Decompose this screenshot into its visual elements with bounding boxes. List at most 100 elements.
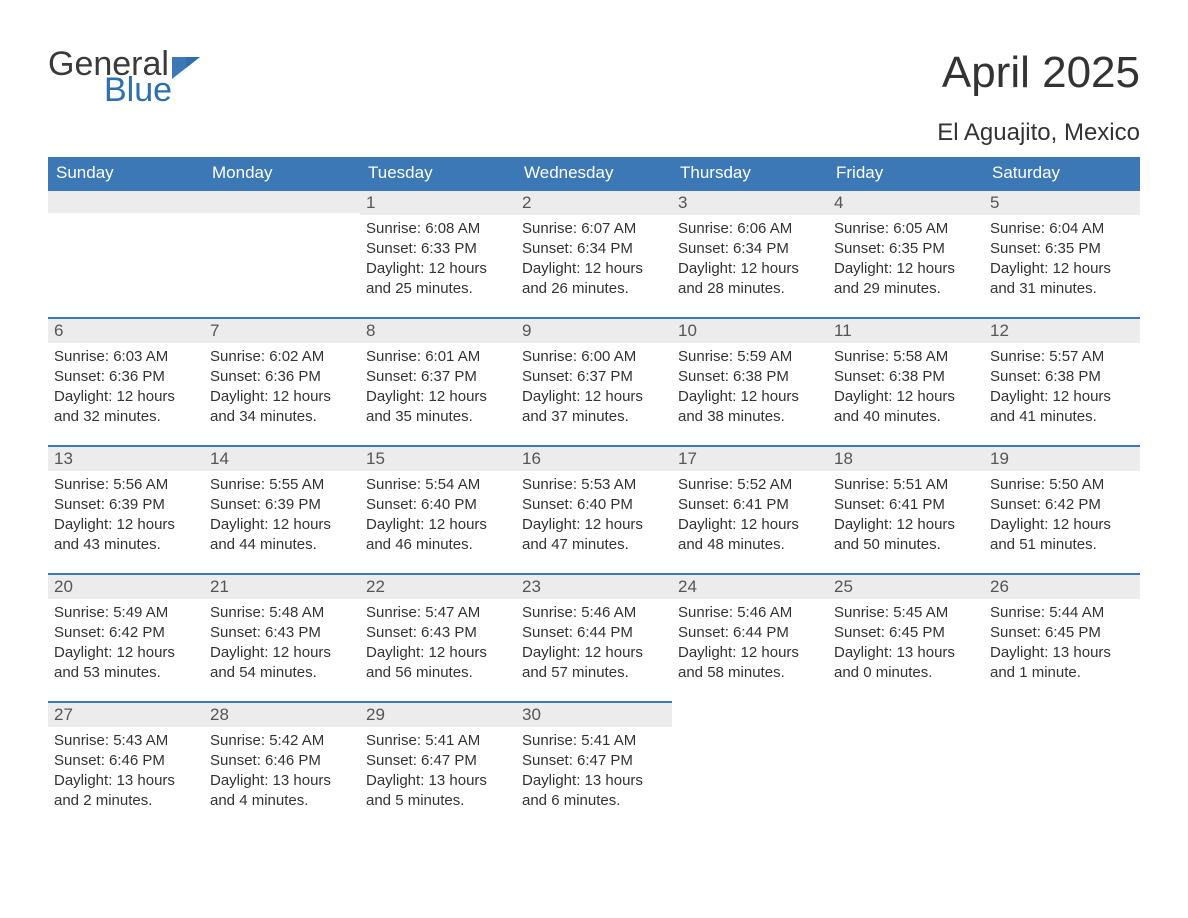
day-number: 30 [516, 701, 672, 727]
day-data: Sunrise: 5:59 AMSunset: 6:38 PMDaylight:… [672, 343, 828, 428]
day-data: Sunrise: 5:50 AMSunset: 6:42 PMDaylight:… [984, 471, 1140, 556]
calendar-cell: 19Sunrise: 5:50 AMSunset: 6:42 PMDayligh… [984, 445, 1140, 573]
day-number: 27 [48, 701, 204, 727]
calendar-cell [48, 189, 204, 317]
daylight-line2: and 35 minutes. [366, 407, 510, 427]
month-title: April 2025 [942, 48, 1140, 98]
sunset-text: Sunset: 6:39 PM [54, 495, 198, 515]
day-data: Sunrise: 6:04 AMSunset: 6:35 PMDaylight:… [984, 215, 1140, 300]
sunset-text: Sunset: 6:38 PM [678, 367, 822, 387]
day-data: Sunrise: 5:45 AMSunset: 6:45 PMDaylight:… [828, 599, 984, 684]
day-number: 28 [204, 701, 360, 727]
calendar-cell: 6Sunrise: 6:03 AMSunset: 6:36 PMDaylight… [48, 317, 204, 445]
daylight-line2: and 51 minutes. [990, 535, 1134, 555]
daylight-line1: Daylight: 12 hours [678, 515, 822, 535]
day-data: Sunrise: 6:00 AMSunset: 6:37 PMDaylight:… [516, 343, 672, 428]
sunset-text: Sunset: 6:34 PM [522, 239, 666, 259]
sunrise-text: Sunrise: 5:53 AM [522, 475, 666, 495]
sunset-text: Sunset: 6:40 PM [366, 495, 510, 515]
sunset-text: Sunset: 6:36 PM [210, 367, 354, 387]
logo-text-blue: Blue [104, 74, 172, 106]
sunrise-text: Sunrise: 5:41 AM [522, 731, 666, 751]
daylight-line2: and 4 minutes. [210, 791, 354, 811]
daylight-line1: Daylight: 13 hours [522, 771, 666, 791]
sunrise-text: Sunrise: 5:46 AM [678, 603, 822, 623]
daylight-line1: Daylight: 13 hours [834, 643, 978, 663]
daylight-line1: Daylight: 12 hours [366, 387, 510, 407]
sunrise-text: Sunrise: 5:47 AM [366, 603, 510, 623]
sunrise-text: Sunrise: 5:48 AM [210, 603, 354, 623]
sunset-text: Sunset: 6:46 PM [54, 751, 198, 771]
sunrise-text: Sunrise: 6:04 AM [990, 219, 1134, 239]
calendar-week-row: 6Sunrise: 6:03 AMSunset: 6:36 PMDaylight… [48, 317, 1140, 445]
sunrise-text: Sunrise: 5:41 AM [366, 731, 510, 751]
calendar-cell [984, 701, 1140, 829]
day-number: 1 [360, 189, 516, 215]
daylight-line2: and 44 minutes. [210, 535, 354, 555]
sunrise-text: Sunrise: 5:56 AM [54, 475, 198, 495]
weekday-sunday: Sunday [48, 157, 204, 189]
day-number: 18 [828, 445, 984, 471]
daylight-line1: Daylight: 12 hours [366, 515, 510, 535]
calendar-cell: 23Sunrise: 5:46 AMSunset: 6:44 PMDayligh… [516, 573, 672, 701]
day-number: 15 [360, 445, 516, 471]
sunset-text: Sunset: 6:37 PM [522, 367, 666, 387]
daylight-line2: and 31 minutes. [990, 279, 1134, 299]
daylight-line2: and 46 minutes. [366, 535, 510, 555]
day-data: Sunrise: 5:56 AMSunset: 6:39 PMDaylight:… [48, 471, 204, 556]
daylight-line2: and 57 minutes. [522, 663, 666, 683]
daylight-line1: Daylight: 12 hours [54, 387, 198, 407]
daylight-line2: and 53 minutes. [54, 663, 198, 683]
day-data: Sunrise: 5:46 AMSunset: 6:44 PMDaylight:… [516, 599, 672, 684]
calendar-cell: 8Sunrise: 6:01 AMSunset: 6:37 PMDaylight… [360, 317, 516, 445]
sunrise-text: Sunrise: 6:05 AM [834, 219, 978, 239]
sunset-text: Sunset: 6:35 PM [834, 239, 978, 259]
daylight-line2: and 54 minutes. [210, 663, 354, 683]
sunrise-text: Sunrise: 5:54 AM [366, 475, 510, 495]
weekday-thursday: Thursday [672, 157, 828, 189]
calendar-week-row: 1Sunrise: 6:08 AMSunset: 6:33 PMDaylight… [48, 189, 1140, 317]
daylight-line2: and 50 minutes. [834, 535, 978, 555]
logo-flag-icon [172, 57, 200, 79]
daylight-line1: Daylight: 12 hours [834, 515, 978, 535]
sunrise-text: Sunrise: 6:03 AM [54, 347, 198, 367]
calendar-cell: 30Sunrise: 5:41 AMSunset: 6:47 PMDayligh… [516, 701, 672, 829]
day-data: Sunrise: 6:05 AMSunset: 6:35 PMDaylight:… [828, 215, 984, 300]
calendar-cell [828, 701, 984, 829]
weekday-tuesday: Tuesday [360, 157, 516, 189]
daylight-line2: and 2 minutes. [54, 791, 198, 811]
sunset-text: Sunset: 6:43 PM [210, 623, 354, 643]
day-data: Sunrise: 6:07 AMSunset: 6:34 PMDaylight:… [516, 215, 672, 300]
calendar-cell: 11Sunrise: 5:58 AMSunset: 6:38 PMDayligh… [828, 317, 984, 445]
daylight-line1: Daylight: 12 hours [990, 515, 1134, 535]
calendar-table: Sunday Monday Tuesday Wednesday Thursday… [48, 157, 1140, 829]
sunrise-text: Sunrise: 5:49 AM [54, 603, 198, 623]
daylight-line2: and 43 minutes. [54, 535, 198, 555]
day-number: 12 [984, 317, 1140, 343]
sunrise-text: Sunrise: 5:45 AM [834, 603, 978, 623]
day-number: 19 [984, 445, 1140, 471]
calendar-cell [204, 189, 360, 317]
daylight-line2: and 34 minutes. [210, 407, 354, 427]
daylight-line1: Daylight: 12 hours [210, 387, 354, 407]
day-number: 25 [828, 573, 984, 599]
calendar-cell: 12Sunrise: 5:57 AMSunset: 6:38 PMDayligh… [984, 317, 1140, 445]
day-data: Sunrise: 5:44 AMSunset: 6:45 PMDaylight:… [984, 599, 1140, 684]
day-data: Sunrise: 5:47 AMSunset: 6:43 PMDaylight:… [360, 599, 516, 684]
day-number: 20 [48, 573, 204, 599]
calendar-week-row: 27Sunrise: 5:43 AMSunset: 6:46 PMDayligh… [48, 701, 1140, 829]
day-data: Sunrise: 6:08 AMSunset: 6:33 PMDaylight:… [360, 215, 516, 300]
calendar-cell: 4Sunrise: 6:05 AMSunset: 6:35 PMDaylight… [828, 189, 984, 317]
daylight-line1: Daylight: 12 hours [210, 643, 354, 663]
daylight-line1: Daylight: 12 hours [522, 387, 666, 407]
daylight-line1: Daylight: 12 hours [366, 643, 510, 663]
header: General Blue April 2025 [48, 48, 1140, 107]
day-data: Sunrise: 5:48 AMSunset: 6:43 PMDaylight:… [204, 599, 360, 684]
calendar-cell: 13Sunrise: 5:56 AMSunset: 6:39 PMDayligh… [48, 445, 204, 573]
sunset-text: Sunset: 6:45 PM [990, 623, 1134, 643]
sunrise-text: Sunrise: 6:08 AM [366, 219, 510, 239]
day-data: Sunrise: 6:06 AMSunset: 6:34 PMDaylight:… [672, 215, 828, 300]
day-data: Sunrise: 5:49 AMSunset: 6:42 PMDaylight:… [48, 599, 204, 684]
sunset-text: Sunset: 6:38 PM [834, 367, 978, 387]
day-number: 3 [672, 189, 828, 215]
